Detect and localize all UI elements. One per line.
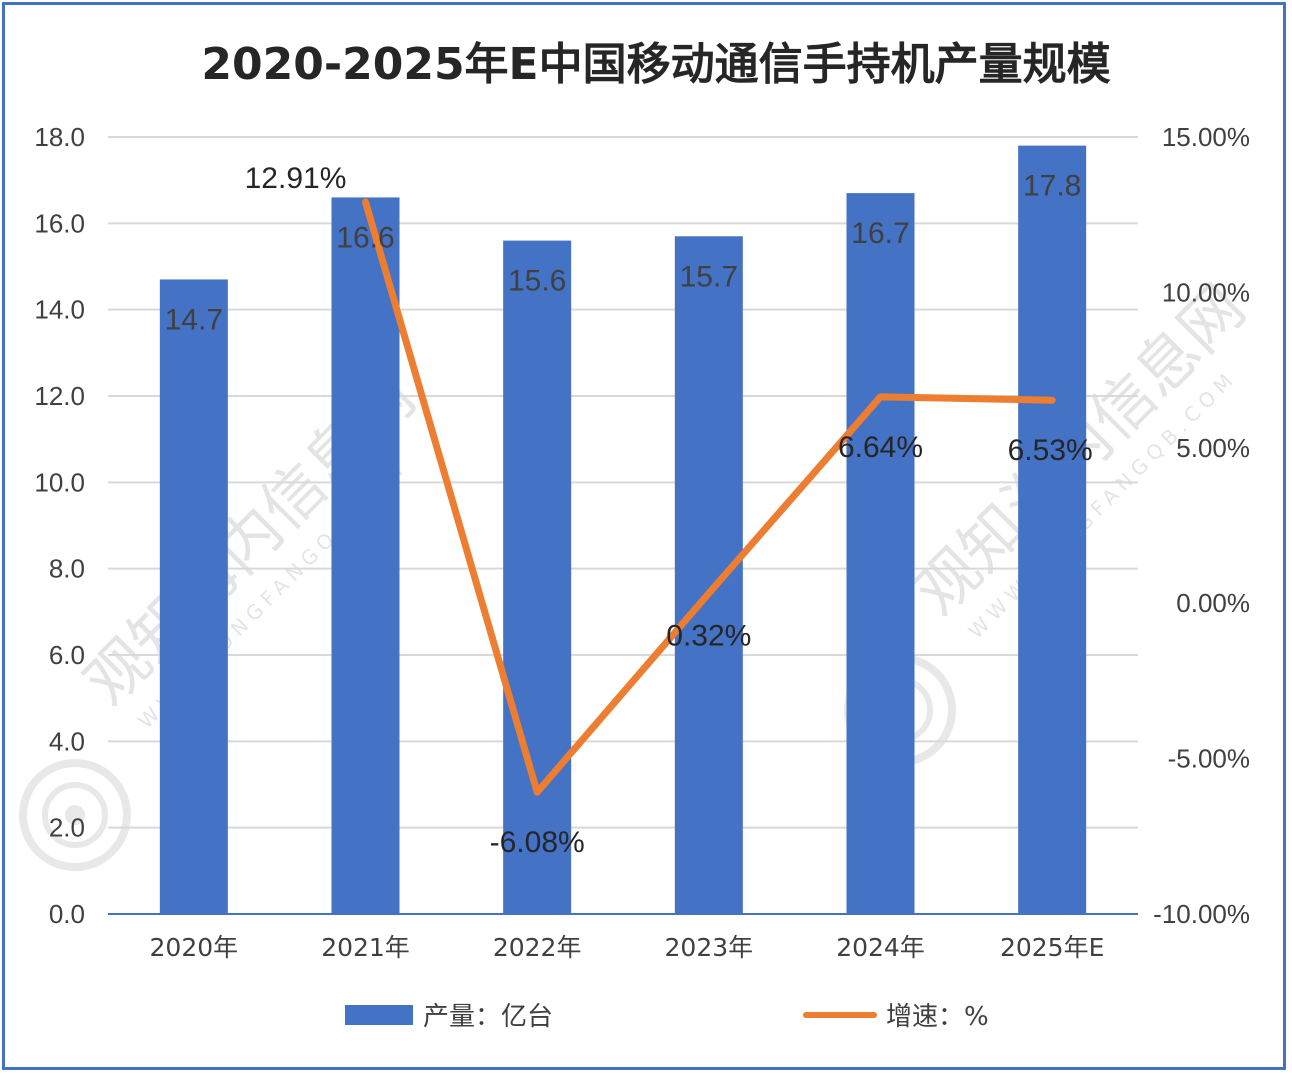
legend-label-bar: 产量：亿台 — [423, 1002, 553, 1032]
legend-label-line: 增速：% — [886, 1002, 989, 1032]
bar-data-label: 16.6 — [336, 221, 394, 254]
y-left-tick-label: 0.0 — [49, 899, 85, 929]
bar — [503, 240, 572, 915]
x-tick-label: 2024年 — [836, 933, 925, 962]
bar — [159, 279, 228, 914]
x-tick-label: 2025年E — [1000, 933, 1104, 962]
y-axis-left: 0.0 2.0 4.0 6.0 8.0 10.0 12.0 14.0 16.0 18.0 — [34, 122, 85, 929]
y-right-tick-label: 0.00% — [1176, 588, 1250, 618]
line-data-label: 12.91% — [245, 162, 347, 195]
x-tick-label: 2021年 — [321, 933, 410, 962]
bar — [674, 236, 743, 915]
line-data-label: 6.64% — [838, 431, 923, 464]
y-axis-right: -10.00% -5.00% 0.00% 5.00% 10.00% 15.00% — [1153, 122, 1250, 929]
y-right-tick-label: -5.00% — [1168, 744, 1250, 774]
legend: 产量：亿台 增速：% — [345, 1002, 989, 1032]
y-right-tick-label: 5.00% — [1176, 433, 1250, 463]
y-left-tick-label: 8.0 — [49, 554, 85, 584]
line-data-label: -6.08% — [490, 826, 585, 859]
y-left-tick-label: 18.0 — [34, 122, 85, 152]
y-left-tick-label: 10.0 — [34, 467, 85, 497]
chart-title: 2020-2025年E中国移动通信手持机产量规模 — [201, 39, 1111, 90]
y-right-tick-label: 10.00% — [1162, 277, 1250, 307]
bar-data-labels: 14.7 16.6 15.6 15.7 16.7 17.8 — [165, 170, 1082, 337]
y-right-tick-label: 15.00% — [1162, 122, 1250, 152]
y-left-tick-label: 2.0 — [49, 813, 85, 843]
x-tick-label: 2020年 — [150, 933, 239, 962]
bar-data-label: 16.7 — [851, 217, 909, 250]
bar — [331, 197, 400, 914]
growth-line — [362, 198, 1056, 796]
line-series — [362, 198, 1056, 796]
y-right-tick-label: -10.00% — [1153, 899, 1250, 929]
bar-data-label: 15.7 — [680, 260, 738, 293]
line-data-label: 6.53% — [1008, 434, 1093, 467]
y-left-tick-label: 6.0 — [49, 640, 85, 670]
y-left-tick-label: 12.0 — [34, 381, 85, 411]
x-axis: 2020年 2021年 2022年 2023年 2024年 2025年E — [108, 913, 1138, 962]
bar-data-label: 15.6 — [508, 265, 566, 298]
y-left-tick-label: 14.0 — [34, 295, 85, 325]
line-data-label: 0.32% — [666, 619, 751, 652]
watermark-logo-left — [19, 759, 131, 871]
legend-swatch-bar — [345, 1005, 413, 1025]
bar-data-label: 17.8 — [1023, 170, 1081, 203]
line-data-labels: 12.91% -6.08% 0.32% 6.64% 6.53% — [245, 162, 1093, 859]
bar — [1018, 145, 1087, 915]
bar — [846, 193, 915, 914]
y-left-tick-label: 4.0 — [49, 726, 85, 756]
x-tick-label: 2022年 — [493, 933, 582, 962]
y-left-tick-label: 16.0 — [34, 208, 85, 238]
bar-series — [159, 145, 1087, 915]
x-tick-label: 2023年 — [665, 933, 754, 962]
bar-data-label: 14.7 — [165, 303, 223, 336]
gridlines — [108, 136, 1138, 829]
